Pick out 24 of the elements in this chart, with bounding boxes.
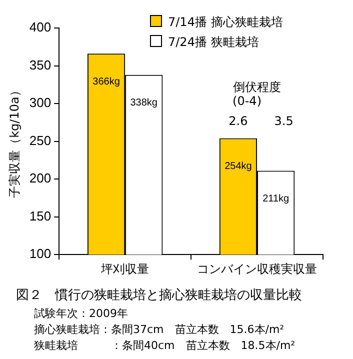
data-label: 211kg [262, 194, 290, 205]
y-tick-label: 250 [29, 132, 52, 148]
y-tick-label: 100 [29, 246, 52, 262]
annotation: 2.6 [228, 114, 248, 128]
text: 図２ 慣行の狭畦栽培と摘心狭畦栽培の収量比較 [16, 287, 302, 304]
annotation: (0-4) [232, 94, 262, 108]
y-tick-label: 350 [29, 57, 52, 72]
y-tick-label: 400 [29, 20, 52, 35]
text: 7/24播 狭畦栽培 [168, 35, 259, 49]
y-axis-title: 子実収量（kg/10a） [7, 84, 22, 198]
y-tick-label: 300 [29, 95, 52, 110]
y-tick-label: 150 [29, 208, 52, 224]
y-tick-label: 200 [29, 170, 52, 186]
x-tick-label: 坪刈収量 [100, 262, 150, 276]
data-label: 338kg [130, 98, 158, 109]
legend-label: 7/14播 摘心狭畦栽培 [168, 15, 283, 29]
data-label: 366kg [92, 76, 120, 88]
text: 狭畦栽培 ：条間40cm 苗立本数 18.5本/m² [34, 339, 296, 352]
text: 摘心狭畦栽培：条間37cm 苗立本数 15.6本/m² [34, 323, 284, 336]
annotation: 倒伏程度 [233, 80, 282, 94]
data-label: 254kg [224, 161, 252, 172]
annotation: 3.5 [274, 114, 294, 128]
x-tick-label: コンバイン収穫実収量 [197, 262, 318, 276]
text: 試験年次：2009年 [34, 307, 128, 320]
